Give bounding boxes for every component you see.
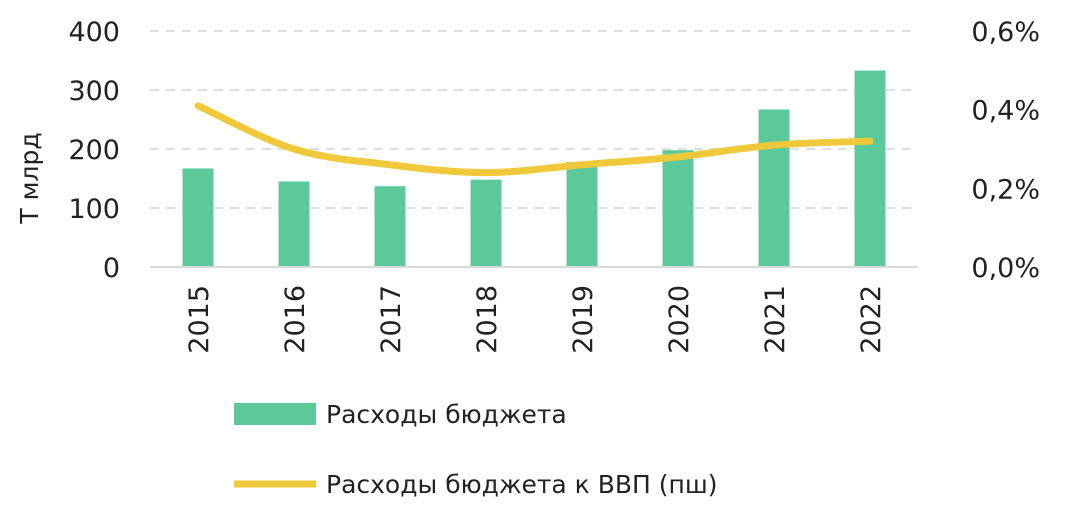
x-tick-label: 2017 [376, 285, 407, 354]
y-axis-left-ticks: 0 100 200 300 400 [68, 17, 120, 284]
bar-2016 [279, 181, 310, 267]
x-tick-label: 2019 [568, 285, 599, 354]
y2-tick-label: 0,2% [971, 174, 1040, 205]
legend-label-line: Расходы бюджета к ВВП (пш) [326, 470, 718, 499]
bar-2019 [567, 162, 598, 267]
y-tick-label: 400 [68, 17, 120, 48]
gridlines [150, 31, 918, 208]
y-tick-label: 200 [68, 135, 120, 166]
legend: Расходы бюджета Расходы бюджета к ВВП (п… [234, 400, 718, 499]
legend-swatch-bar [234, 403, 316, 425]
x-tick-label: 2016 [280, 285, 311, 354]
bar-2015 [183, 168, 214, 267]
bar-2017 [375, 186, 406, 267]
y2-tick-label: 0,4% [971, 96, 1040, 127]
x-tick-label: 2020 [664, 285, 695, 354]
bar-2022 [855, 71, 886, 267]
y-tick-label: 0 [103, 253, 120, 284]
bar-2021 [759, 109, 790, 267]
y-axis-right-ticks: 0,0% 0,2% 0,4% 0,6% [971, 17, 1040, 284]
x-tick-label: 2022 [856, 285, 887, 354]
x-tick-label: 2021 [760, 285, 791, 354]
x-tick-label: 2018 [472, 285, 503, 354]
y-tick-label: 100 [68, 194, 120, 225]
y-axis-label: Т млрд [15, 132, 44, 224]
bar-2018 [471, 180, 502, 267]
y2-tick-label: 0,0% [971, 253, 1040, 284]
y-tick-label: 300 [68, 76, 120, 107]
y2-tick-label: 0,6% [971, 17, 1040, 48]
x-tick-label: 2015 [184, 285, 215, 354]
x-axis-ticks: 2015 2016 2017 2018 2019 2020 2021 2022 [184, 285, 887, 354]
bar-2020 [663, 150, 694, 267]
legend-label-bar: Расходы бюджета [326, 400, 567, 429]
